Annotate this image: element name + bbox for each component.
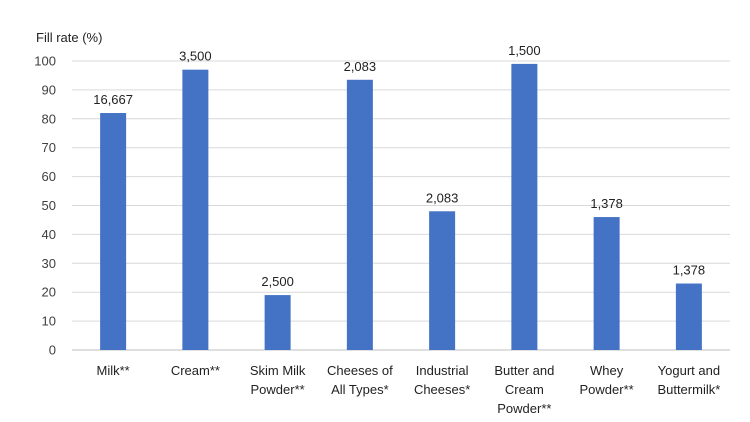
category-label: Cream [505,382,544,397]
y-tick-label: 80 [42,111,56,126]
bar [182,69,209,351]
data-labels: 16,667 3,500 2,500 2,083 2,083 1,500 1,378 1,37… [93,43,705,289]
category-label: Whey [590,363,624,378]
bar [264,295,291,350]
category-label: Skim Milk [250,363,306,378]
bar [429,211,456,350]
bar [100,113,127,351]
data-label: 1,378 [590,196,623,211]
data-label: 16,667 [93,92,133,107]
category-label: Industrial [416,363,469,378]
data-label: 3,500 [179,49,212,64]
bar [511,63,538,350]
y-tick-label: 70 [42,140,56,155]
y-tick-label: 90 [42,82,56,97]
category-label: Cheeses of [327,363,393,378]
bar [593,217,620,350]
category-label: Buttermilk* [657,382,720,397]
category-label: Milk** [97,363,130,378]
data-label: 2,083 [344,59,377,74]
y-tick-label: 20 [42,285,56,300]
category-label: Yogurt and [658,363,720,378]
category-labels: Milk** Cream** Skim Milk Powder** Cheeses of… [97,363,721,416]
y-tick-label: 100 [34,54,56,69]
category-label: Powder** [497,401,551,416]
y-axis-title: Fill rate (%) [36,30,102,45]
y-tick-label: 60 [42,169,56,184]
data-label: 1,378 [673,263,706,278]
y-tick-labels: 0 10 20 30 40 50 60 70 80 90 100 [34,54,56,358]
y-tick-label: 50 [42,198,56,213]
y-tick-label: 0 [49,343,56,358]
data-label: 2,083 [426,190,459,205]
category-label: All Types* [331,382,389,397]
y-tick-label: 30 [42,256,56,271]
bar [346,79,373,350]
category-label: Powder** [580,382,634,397]
category-label: Powder** [251,382,305,397]
category-label: Cheeses* [414,382,470,397]
category-label: Butter and [494,363,554,378]
bars [100,63,702,351]
y-tick-label: 10 [42,314,56,329]
gridlines [72,60,730,351]
bar [675,283,702,350]
data-label: 1,500 [508,43,541,58]
y-tick-label: 40 [42,227,56,242]
category-label: Cream** [171,363,220,378]
data-label: 2,500 [261,274,294,289]
